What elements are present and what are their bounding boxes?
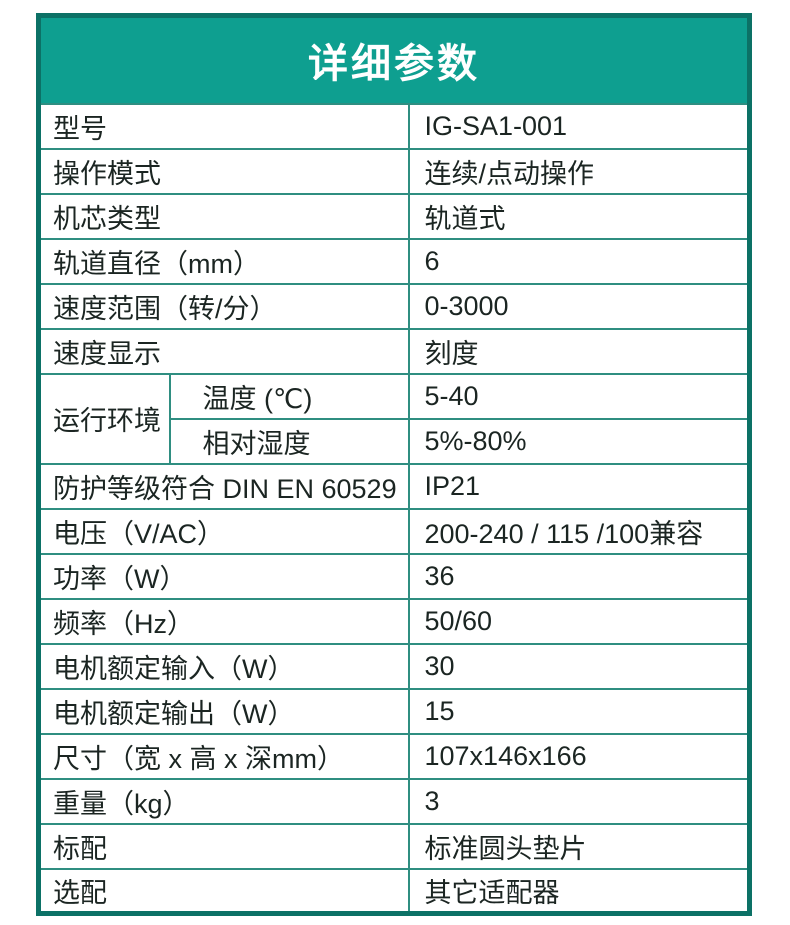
spec-row-protection-class: 防护等级符合 DIN EN 60529 IP21 <box>37 462 751 510</box>
spec-row-operation-mode: 操作模式 连续/点动操作 <box>37 147 751 195</box>
spec-row-speed-display: 速度显示 刻度 <box>37 327 751 375</box>
spec-row-motor-rated-output: 电机额定输出（W） 15 <box>37 687 751 735</box>
table-title: 详细参数 <box>38 15 750 104</box>
spec-row-power: 功率（W） 36 <box>37 552 751 600</box>
spec-row-optional-accessory: 选配 其它适配器 <box>37 867 751 915</box>
spec-value: 轨道式 <box>407 192 751 240</box>
spec-value: 200-240 / 115 /100兼容 <box>407 507 751 555</box>
spec-value: 0-3000 <box>407 282 751 330</box>
spec-label: 功率（W） <box>37 552 410 600</box>
spec-value: 6 <box>407 237 751 285</box>
spec-sub-label: 相对湿度 <box>168 417 410 465</box>
spec-row-weight: 重量（kg） 3 <box>37 777 751 825</box>
spec-label: 速度范围（转/分） <box>37 282 410 330</box>
spec-row-model: 型号 IG-SA1-001 <box>37 102 751 150</box>
spec-row-orbit-diameter: 轨道直径（mm） 6 <box>37 237 751 285</box>
spec-value: 107x146x166 <box>407 732 751 780</box>
spec-row-speed-range: 速度范围（转/分） 0-3000 <box>37 282 751 330</box>
spec-label: 电压（V/AC） <box>37 507 410 555</box>
spec-value: 3 <box>407 777 751 825</box>
spec-row-env-temperature: 运行环境 温度 (℃) 5-40 <box>37 372 751 465</box>
spec-value: 刻度 <box>407 327 751 375</box>
spec-label: 电机额定输入（W） <box>37 642 410 690</box>
spec-value: 5-40 <box>407 372 751 420</box>
spec-label: 型号 <box>37 102 410 150</box>
spec-label: 轨道直径（mm） <box>37 237 410 285</box>
spec-row-dimensions: 尺寸（宽 x 高 x 深mm） 107x146x166 <box>37 732 751 780</box>
spec-value: 5%-80% <box>407 417 751 465</box>
spec-label: 操作模式 <box>37 147 410 195</box>
spec-sub-label: 温度 (℃) <box>168 372 410 420</box>
spec-label: 频率（Hz） <box>37 597 410 645</box>
spec-value: 连续/点动操作 <box>407 147 751 195</box>
spec-label: 尺寸（宽 x 高 x 深mm） <box>37 732 410 780</box>
spec-row-voltage: 电压（V/AC） 200-240 / 115 /100兼容 <box>37 507 751 555</box>
spec-label: 电机额定输出（W） <box>37 687 410 735</box>
spec-label: 防护等级符合 DIN EN 60529 <box>37 462 410 510</box>
spec-row-standard-accessory: 标配 标准圆头垫片 <box>37 822 751 870</box>
spec-value: 标准圆头垫片 <box>407 822 751 870</box>
spec-value: 30 <box>407 642 751 690</box>
spec-label: 标配 <box>37 822 410 870</box>
spec-row-motor-rated-input: 电机额定输入（W） 30 <box>37 642 751 690</box>
spec-value: 其它适配器 <box>407 867 751 915</box>
spec-label: 机芯类型 <box>37 192 410 240</box>
spec-label: 选配 <box>37 867 410 915</box>
spec-value: IG-SA1-001 <box>407 102 751 150</box>
spec-value: IP21 <box>407 462 751 510</box>
spec-row-movement-type: 机芯类型 轨道式 <box>37 192 751 240</box>
spec-label: 重量（kg） <box>37 777 410 825</box>
spec-group-label: 运行环境 <box>37 372 171 465</box>
spec-table: 详细参数 型号 IG-SA1-001 操作模式 连续/点动操作 机芯类型 轨道式… <box>36 13 752 916</box>
table-header-row: 详细参数 <box>38 15 750 104</box>
spec-label: 速度显示 <box>37 327 410 375</box>
spec-value: 15 <box>407 687 751 735</box>
spec-row-env-humidity: 相对湿度 5%-80% <box>39 417 751 465</box>
spec-value: 36 <box>407 552 751 600</box>
spec-row-frequency: 频率（Hz） 50/60 <box>37 597 751 645</box>
spec-value: 50/60 <box>407 597 751 645</box>
